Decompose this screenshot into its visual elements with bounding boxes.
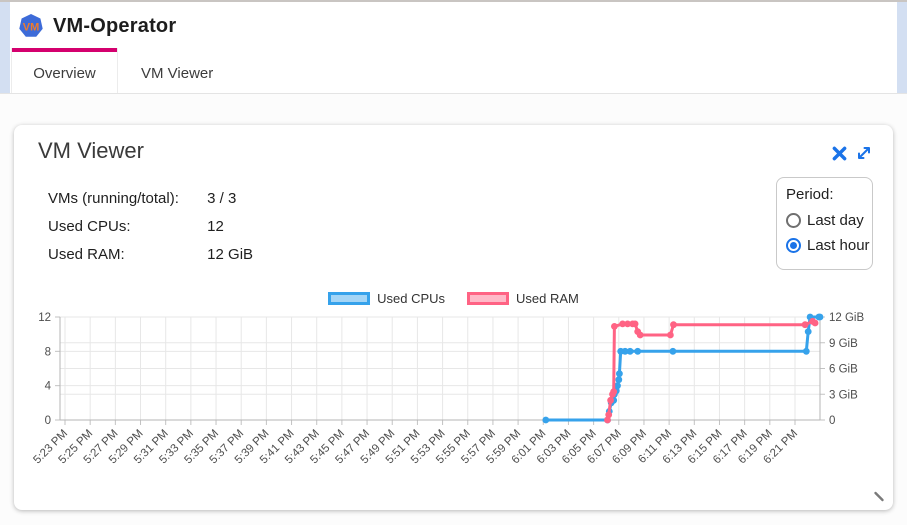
svg-text:12 GiB: 12 GiB [829,312,864,324]
chart-legend: Used CPUs Used RAM [14,291,893,306]
tab-vm-viewer[interactable]: VM Viewer [141,65,214,82]
window-top-border [0,0,907,2]
svg-text:9 GiB: 9 GiB [829,338,858,350]
brand: VM VM-Operator [10,2,897,49]
stat-vms: VMs (running/total): 3 / 3 [48,185,253,213]
radio-last-day-label: Last day [807,212,864,229]
tab-bar: Overview VM Viewer [10,48,897,93]
expand-icon[interactable] [856,145,872,161]
stat-cpus-label: Used CPUs: [48,218,131,235]
radio-last-hour-icon[interactable] [786,238,801,253]
legend-used-ram-label: Used RAM [516,291,579,306]
card-title: VM Viewer [38,138,144,163]
legend-used-ram[interactable]: Used RAM [467,291,579,306]
legend-used-cpus-swatch [328,292,371,305]
svg-text:12: 12 [38,312,51,324]
vm-operator-logo-icon: VM [19,14,43,37]
svg-text:4: 4 [45,381,52,393]
legend-used-cpus[interactable]: Used CPUs [328,291,445,306]
stat-ram-value: 12 GiB [207,246,254,263]
stat-vms-label: VMs (running/total): [48,190,179,207]
resize-handle-icon[interactable] [873,490,885,502]
stat-cpus-value: 12 [207,218,224,235]
legend-used-cpus-label: Used CPUs [377,291,446,306]
radio-last-day[interactable]: Last day [786,208,864,233]
vm-viewer-card: VM Viewer VMs (running/total): 3 / 3 Use… [14,125,893,510]
tab-overview[interactable]: Overview [12,48,117,93]
page-margin-right [897,2,907,95]
tabbar-divider [0,93,907,94]
svg-text:0: 0 [45,415,51,427]
svg-text:0: 0 [829,415,835,427]
stat-vms-value: 3 / 3 [207,190,237,207]
vm-stats: VMs (running/total): 3 / 3 Used CPUs: 12… [48,185,253,269]
period-label: Period: [786,186,834,203]
legend-used-ram-swatch [467,292,510,305]
app-header: VM VM-Operator Overview VM Viewer [10,2,897,93]
radio-last-day-icon[interactable] [786,213,801,228]
card-actions [832,145,872,161]
close-icon[interactable] [832,146,847,161]
svg-text:8: 8 [45,346,51,358]
content-area: VM Viewer VMs (running/total): 3 / 3 Use… [0,94,907,525]
stat-ram-label: Used RAM: [48,246,125,263]
svg-text:6 GiB: 6 GiB [829,364,858,376]
svg-text:3 GiB: 3 GiB [829,389,858,401]
period-selector: Period: Last day Last hour [776,177,873,270]
stat-ram: Used RAM: 12 GiB [48,241,253,269]
usage-chart-wrap: 0 4 8 12 0 3 GiB 6 GiB 9 GiB 12 GiB 5:23 PM 5:25 P… [14,304,893,499]
app-title: VM-Operator [53,14,177,37]
page-margin-left [0,2,10,95]
radio-last-hour[interactable]: Last hour [786,233,870,258]
radio-last-hour-label: Last hour [807,237,870,254]
svg-text:VM: VM [23,22,40,34]
stat-cpus: Used CPUs: 12 [48,213,253,241]
